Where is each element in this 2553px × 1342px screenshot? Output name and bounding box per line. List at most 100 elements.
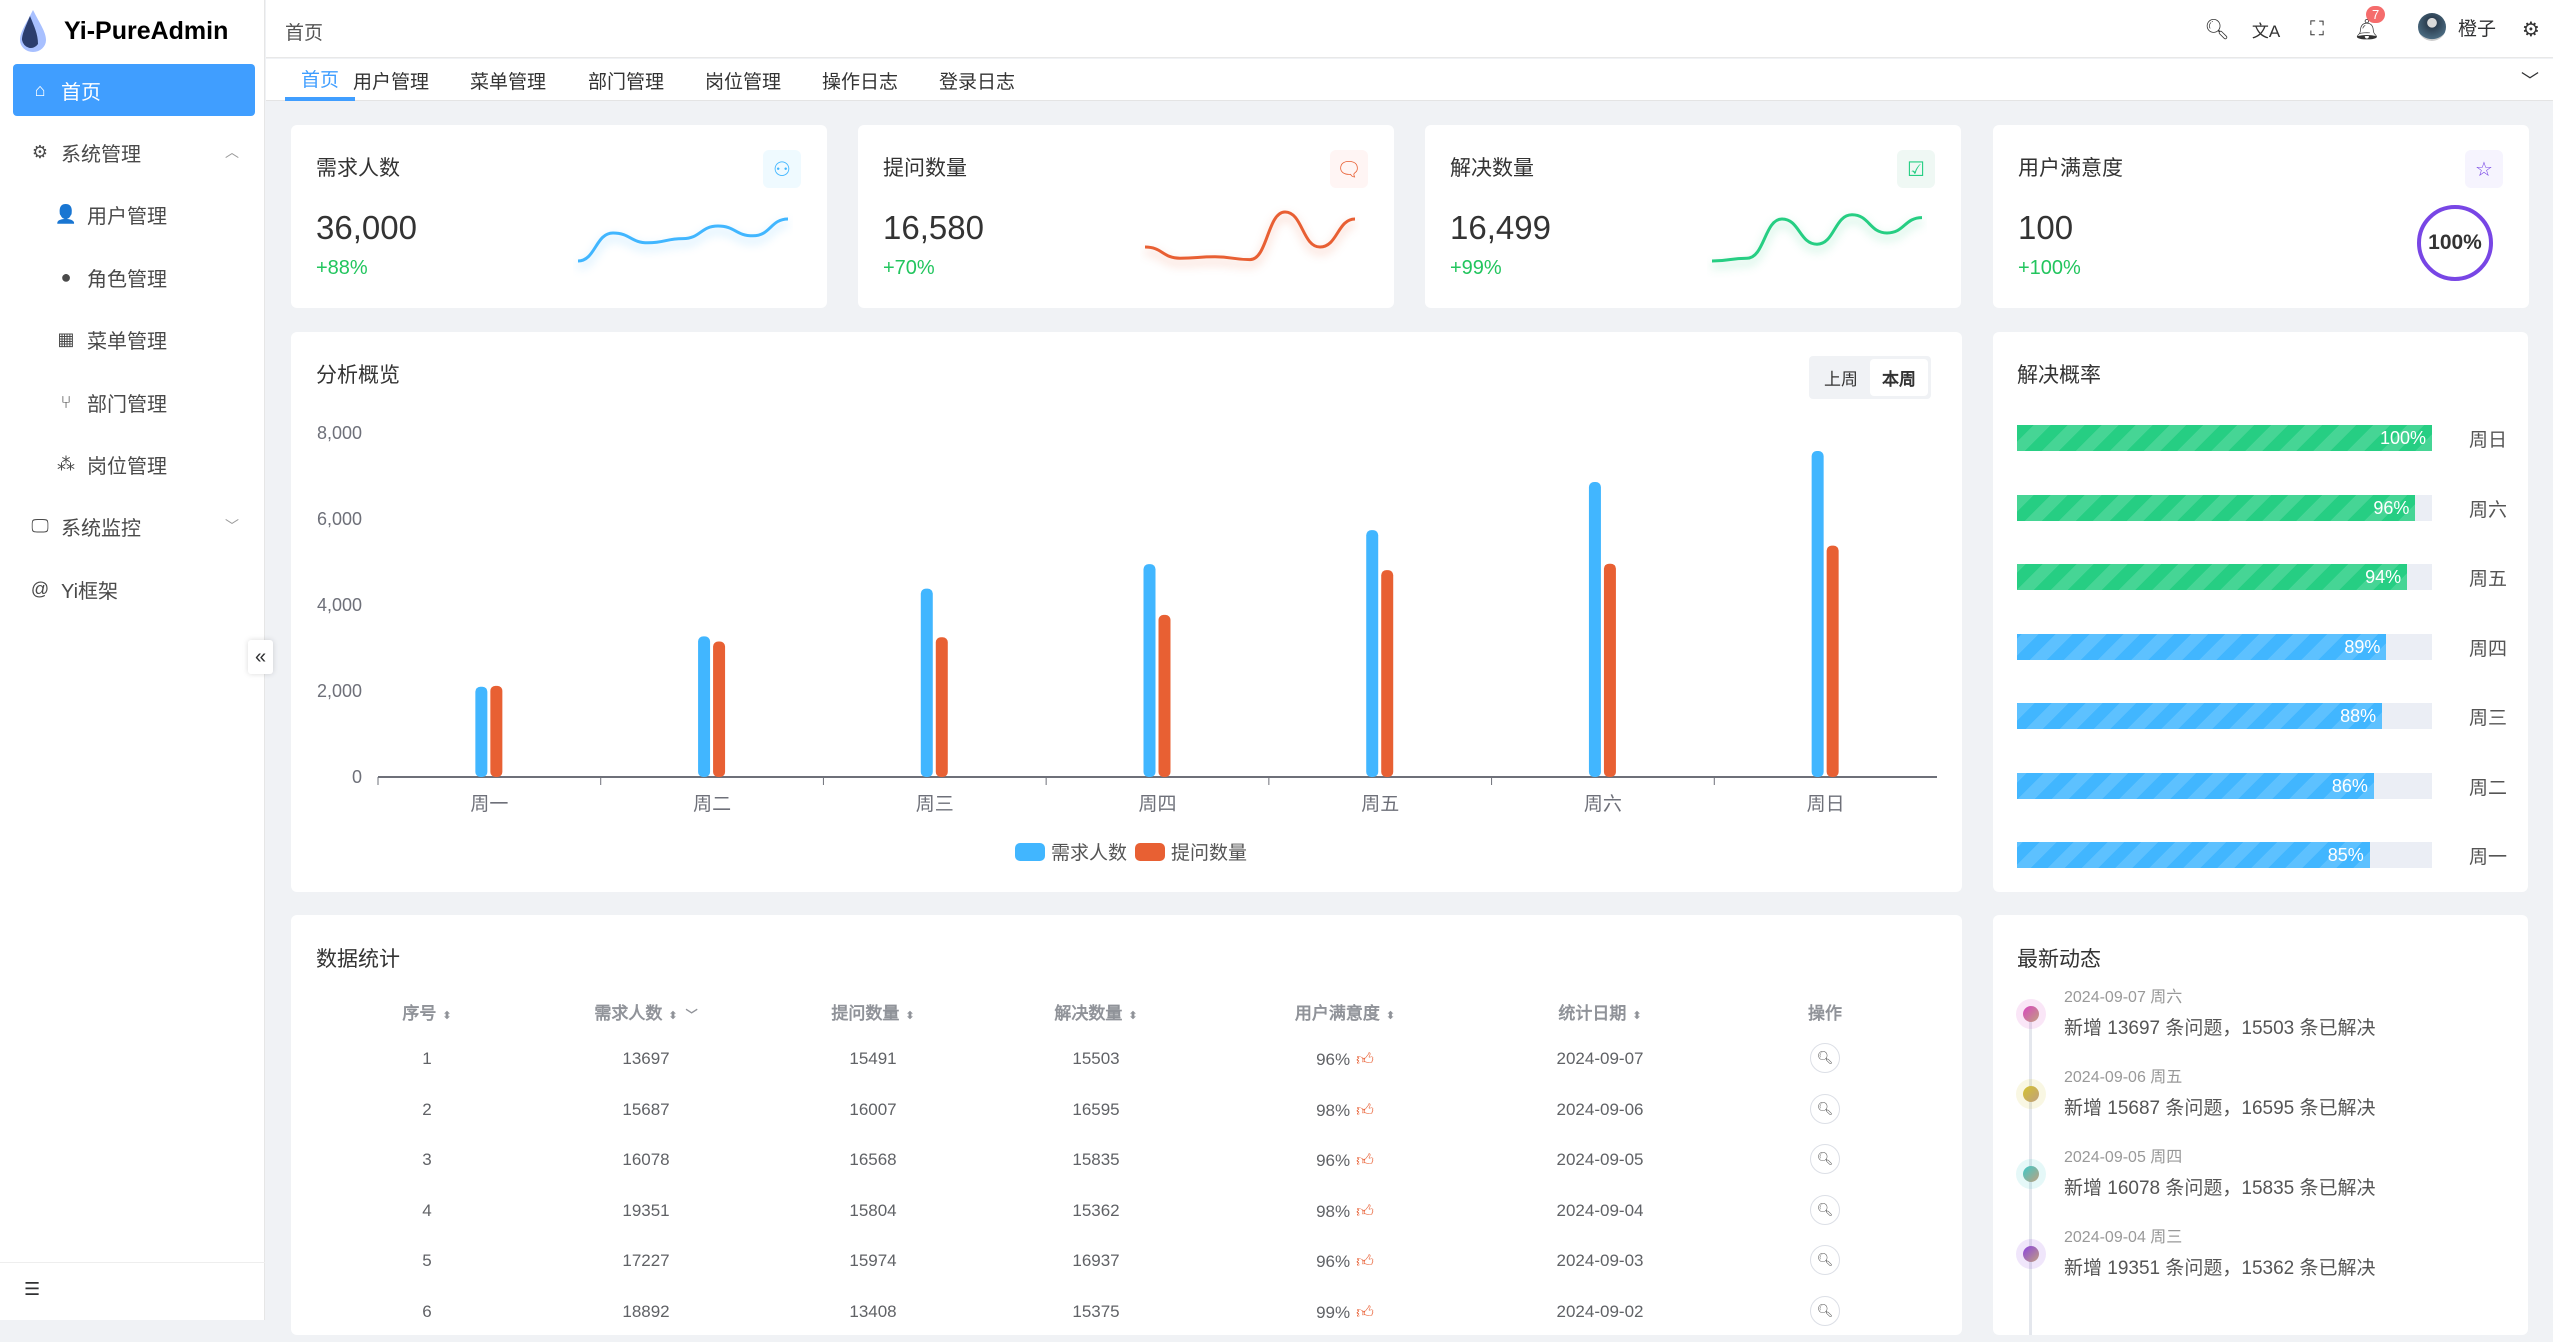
fullscreen-button[interactable]: ⛶ [2302,14,2332,44]
bar-questions[interactable] [713,641,726,777]
toggle-this-week[interactable]: 本周 [1870,359,1928,396]
branch-icon: ⑂ [60,391,72,412]
tab-home[interactable]: 首页 [285,59,356,101]
search-button[interactable]: 🔍︎ [2202,14,2232,44]
avatar [2418,13,2446,41]
bar-demand[interactable] [1366,530,1379,777]
table-cell: 2 [327,1100,527,1120]
cell-value: 16007 [849,1099,897,1119]
sidebar-collapse-toggle[interactable]: ☰ [0,1262,265,1320]
breadcrumb[interactable]: 首页 [285,23,324,44]
column-header[interactable]: 序号 ⬍ [327,999,527,1024]
search-icon: 🔍︎ [2204,18,2230,41]
notification-badge: 7 [2366,6,2386,23]
tab-operation-log[interactable]: 操作日志 [822,71,899,93]
role-icon: ● [60,266,72,287]
tab-posts[interactable]: 岗位管理 [705,71,782,93]
users-icon: ⚇ [763,150,801,188]
bar-questions[interactable] [1158,614,1171,777]
settings-button[interactable]: ⚙ [2516,14,2546,44]
progress-bar: 89% [2017,633,2432,660]
toggle-last-week[interactable]: 上周 [1824,370,1858,389]
ring-label: 100% [2428,231,2482,254]
sort-icon[interactable]: ⬍ [905,1010,915,1022]
sidebar-item-yi-framework[interactable]: @ Yi框架 [13,563,255,615]
table-row: 6 18892 13408 15375 99% 👍︎ 2024-09-02 🔍︎ [291,1295,1962,1342]
y-tick-label: 8,000 [317,423,362,443]
timeline-dot [2023,1166,2039,1182]
tabs-more-chevron-icon[interactable]: ﹀ [2521,71,2539,91]
stat-title: 用户满意度 [2018,157,2123,180]
home-icon: ⌂ [34,79,46,100]
sidebar-item-roles[interactable]: ● 角色管理 [13,251,255,303]
view-button[interactable]: 🔍︎ [1810,1295,1840,1326]
sidebar-item-monitor[interactable]: 🖵 系统监控 ﹀ [13,500,255,552]
column-header[interactable]: 解决数量 ⬍ [996,999,1196,1024]
sort-icon[interactable]: ⬍ [668,1010,678,1022]
legend-label[interactable]: 提问数量 [1171,842,1247,864]
table-cell: 6 [327,1302,527,1322]
bar-questions[interactable] [935,637,948,777]
at-icon: @ [30,578,50,599]
bar-demand[interactable] [1811,451,1824,777]
tab-menus[interactable]: 菜单管理 [470,71,547,93]
notification-button[interactable]: 🔔︎ 7 [2352,6,2386,44]
view-button[interactable]: 🔍︎ [1810,1144,1840,1174]
sort-icon[interactable]: ⬍ [1385,1010,1396,1022]
cell-value: 16937 [1072,1251,1120,1270]
sort-icon[interactable]: ⬍ [1128,1010,1138,1022]
sidebar-item-departments[interactable]: ⑂ 部门管理 [13,376,255,428]
bar-demand[interactable] [920,588,933,777]
legend-swatch [1015,843,1045,861]
gear-icon: ⚙ [2522,18,2540,41]
cell-value: 4 [422,1200,432,1220]
progress-day-label: 周二 [2469,777,2508,799]
cell-value: 19351 [622,1200,670,1220]
table-cell: 16078 [546,1150,746,1170]
x-tick-label: 周二 [693,794,731,815]
bar-demand[interactable] [475,686,488,777]
progress-bar: 94% [2017,564,2432,590]
bar-demand[interactable] [1588,482,1601,777]
sidebar-item-users[interactable]: 👤 用户管理 [13,188,255,240]
bar-questions[interactable] [1826,545,1839,777]
sidebar-item-menus[interactable]: ▦ 菜单管理 [13,313,255,365]
column-header[interactable]: 需求人数 ⬍ ﹀ [546,999,746,1024]
user-menu[interactable]: 橙子 [2418,13,2496,41]
column-header[interactable]: 提问数量 ⬍ [773,999,973,1024]
bar-questions[interactable] [490,685,503,777]
sparkline-line [1711,213,1923,263]
column-header[interactable]: 统计日期 ⬍ [1500,999,1700,1024]
bar-questions[interactable] [1603,563,1616,777]
legend-label[interactable]: 需求人数 [1051,842,1127,864]
bar-questions[interactable] [1381,570,1394,777]
chevron-down-icon[interactable]: ﹀ [685,1008,698,1022]
sidebar-item-home[interactable]: ⌂ 首页 [13,64,255,116]
sidebar-item-posts[interactable]: ⁂ 岗位管理 [13,438,255,490]
column-header-label: 序号 [402,1004,437,1023]
bar-demand[interactable] [698,636,711,777]
cell-value: 2024-09-05 [1556,1150,1644,1169]
view-button[interactable]: 🔍︎ [1810,1043,1840,1073]
sort-icon[interactable]: ⬍ [1632,1010,1642,1022]
tab-users[interactable]: 用户管理 [353,71,430,93]
cell-value: 17227 [622,1251,670,1270]
sidebar-item-system[interactable]: ⚙ 系统管理 ︿ [13,126,255,178]
search-icon: 🔍︎ [1816,1252,1834,1267]
column-header[interactable]: 用户满意度 ⬍ [1245,999,1445,1024]
bar-demand[interactable] [1143,564,1156,777]
tab-departments[interactable]: 部门管理 [588,71,665,93]
view-button[interactable]: 🔍︎ [1810,1093,1840,1124]
cell-value: 16595 [1072,1099,1120,1119]
view-button[interactable]: 🔍︎ [1810,1194,1840,1225]
collapse-sidebar-button[interactable]: « [248,640,273,674]
sort-icon[interactable]: ⬍ [442,1010,452,1022]
translate-button[interactable]: 文A [2251,14,2281,44]
tab-login-log[interactable]: 登录日志 [939,71,1016,93]
search-icon: 🔍︎ [1816,1050,1834,1065]
view-button[interactable]: 🔍︎ [1810,1245,1840,1275]
grid-icon: ▦ [57,328,75,349]
cell-value: 15974 [849,1251,897,1270]
logo[interactable]: Yi-PureAdmin [18,10,228,52]
